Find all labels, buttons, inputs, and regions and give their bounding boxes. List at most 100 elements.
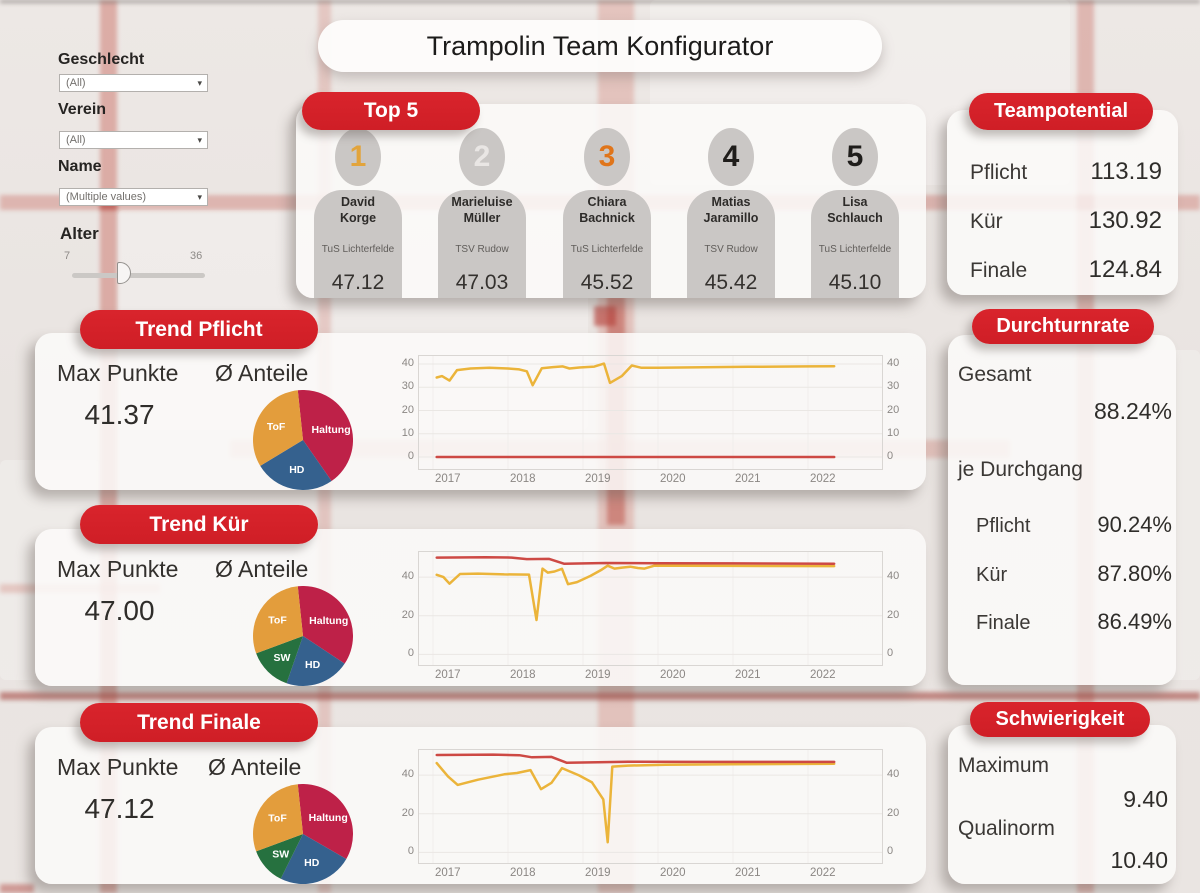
qualinorm-label: Qualinorm [958,817,1055,840]
person-icon [563,190,651,298]
axis-tick-label: 40 [401,768,414,781]
athlete-card-1[interactable]: 1 David Korge TuS Lichterfelde 47.12 [296,104,420,298]
athlete-club: TuS Lichterfelde [321,244,395,255]
kpi-label: Finale [976,612,1031,634]
axis-tick-label: 0 [887,845,894,858]
athlete-score: 47.03 [455,271,509,294]
kpi-value: 90.24% [1097,512,1172,537]
rank-badge: 2 [473,140,491,173]
kpi-label: Kür [976,564,1008,586]
name-select[interactable]: (Multiple values) ▾ [59,188,208,206]
line-chart-plot[interactable] [418,355,883,470]
pie-slice-hd[interactable] [286,636,345,687]
line-chart-pflicht: 0 10 20 30 40 0 10 20 30 40 2017 2018 2019 2020 2021… [390,349,925,489]
line-series-yellow[interactable] [435,362,836,387]
alter-slider-track[interactable] [72,273,205,278]
pie-slice-tof[interactable] [253,784,303,852]
geschlecht-select[interactable]: (All) ▾ [59,74,208,92]
top5-header-text: Top 5 [363,99,419,122]
athlete-club: TuS Lichterfelde [818,244,892,255]
athlete-first-name: Matias [711,195,751,209]
person-icon: 1 [335,128,381,186]
axis-tick-label: 2022 [810,473,836,485]
axis-tick-label: 2021 [735,473,761,485]
athlete-card-5[interactable]: 5 Lisa Schlauch TuS Lichterfelde 45.10 [793,104,917,298]
pie-label: ToF [267,421,286,433]
pie-chart-pflicht[interactable]: Haltung HD ToF [252,389,354,491]
schwierigkeit-header: Schwierigkeit [970,702,1150,737]
athlete-last-name: Schlauch [827,211,883,225]
person-icon [811,190,899,298]
line-series-yellow[interactable] [435,761,836,844]
verein-select[interactable]: (All) ▾ [59,131,208,149]
athlete-card-2[interactable]: 2 Marieluise Müller TSV Rudow 47.03 [420,104,544,298]
athlete-club: TSV Rudow [704,244,758,255]
axis-tick-label: 2018 [510,473,536,485]
axis-tick-label: 40 [401,570,414,583]
athlete-name: Matias Jaramillo [669,194,793,226]
athlete-card-3[interactable]: 3 Chiara Bachnick TuS Lichterfelde 45.52 [545,104,669,298]
name-select-value: (Multiple values) [66,191,147,203]
athlete-card-4[interactable]: 4 Matias Jaramillo TSV Rudow 45.42 [669,104,793,298]
geschlecht-filter-label: Geschlecht [58,51,145,68]
chevron-down-icon: ▾ [197,191,202,202]
pie-slice-haltung[interactable] [297,783,354,859]
athlete-first-name: Marieluise [451,195,513,209]
axis-tick-label: 30 [401,380,414,393]
athlete-score: 45.10 [828,271,882,294]
verein-select-value: (All) [66,134,86,146]
geschlecht-select-value: (All) [66,77,86,89]
axis-tick-label: 20 [401,608,414,621]
trend-finale-header: Trend Finale [80,703,318,742]
teampotential-row-pflicht: Pflicht 113.19 [970,158,1162,186]
pie-slice-sw[interactable] [256,636,303,684]
axis-tick-label: 20 [887,608,900,621]
gesamt-value: 88.24% [1093,398,1172,424]
pie-slice-haltung[interactable] [297,389,354,482]
pie-slice-haltung[interactable] [297,585,354,664]
pie-slice-hd[interactable] [260,440,332,491]
pie-slice-tof[interactable] [253,586,303,654]
athlete-score: 45.52 [580,271,634,294]
person-icon [314,190,402,298]
person-icon: 5 [832,128,878,186]
pie-chart-svg: Haltung HD SW ToF [253,585,354,687]
line-series-red[interactable] [435,753,836,764]
gesamt-label: Gesamt [958,363,1032,386]
pie-label: HD [305,659,321,671]
axis-tick-label: 20 [887,403,900,416]
teampotential-row-kuer: Kür 130.92 [970,207,1162,235]
pie-slice-tof[interactable] [252,390,303,466]
pie-chart-finale[interactable]: Haltung HD SW ToF [253,783,354,885]
line-chart-kuer: 0 20 40 0 20 40 2017 2018 2019 2020 2021 2022 [390,545,925,685]
axis-tick-label: 2019 [585,669,611,681]
trend-kuer-card [35,529,926,686]
line-series-red[interactable] [435,555,836,566]
pie-slice-sw[interactable] [256,834,303,879]
line-chart-svg [418,551,883,666]
y-axis-labels-left: 0 20 40 [390,749,414,864]
pie-chart-kuer[interactable]: Haltung HD SW ToF [253,585,354,687]
pie-label: SW [272,849,289,861]
pie-chart-svg: Haltung HD ToF [252,389,354,491]
background-band [594,306,616,326]
axis-tick-label: 20 [401,806,414,819]
axis-tick-label: 2018 [510,669,536,681]
axis-tick-label: 0 [887,449,894,462]
line-series-yellow[interactable] [435,564,836,622]
pie-slice-hd[interactable] [280,834,347,885]
axis-tick-label: 20 [401,403,414,416]
qualinorm-value: 10.40 [1110,847,1168,873]
athlete-last-name: Bachnick [579,211,635,225]
rank-badge: 5 [846,140,864,173]
je-durchgang-label: je Durchgang [958,458,1083,481]
person-icon: 2 [459,128,505,186]
kpi-label: Pflicht [970,161,1028,184]
background-band [0,692,1200,700]
line-chart-plot[interactable] [418,749,883,864]
line-chart-plot[interactable] [418,551,883,666]
kpi-label: Finale [970,259,1028,282]
pie-label: ToF [268,813,287,825]
max-punkte-label: Max Punkte [57,360,179,386]
athlete-name: Marieluise Müller [420,194,544,226]
